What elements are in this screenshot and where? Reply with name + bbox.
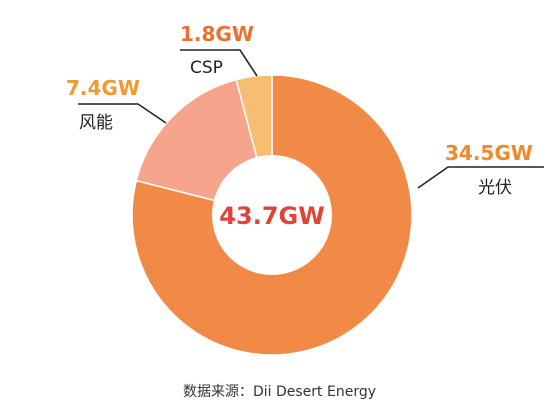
callout-wind: 7.4GW 风能 — [66, 76, 167, 133]
category-label-pv: 光伏 — [478, 178, 512, 198]
donut-hole — [212, 155, 332, 275]
category-label-wind: 风能 — [79, 113, 113, 133]
source-note: 数据来源：Dii Desert Energy — [182, 384, 377, 400]
category-label-csp: CSP — [190, 58, 223, 78]
leader-line-csp — [180, 49, 258, 77]
callout-pv: 34.5GW 光伏 — [417, 141, 544, 198]
leader-line-pv — [417, 166, 544, 189]
value-label-pv: 34.5GW — [445, 141, 533, 165]
donut-center-total: 43.7GW — [219, 202, 324, 230]
value-label-wind: 7.4GW — [66, 76, 140, 100]
leader-line-wind — [78, 103, 167, 124]
value-label-csp: 1.8GW — [180, 22, 254, 46]
callout-csp: 1.8GW CSP — [180, 22, 258, 78]
